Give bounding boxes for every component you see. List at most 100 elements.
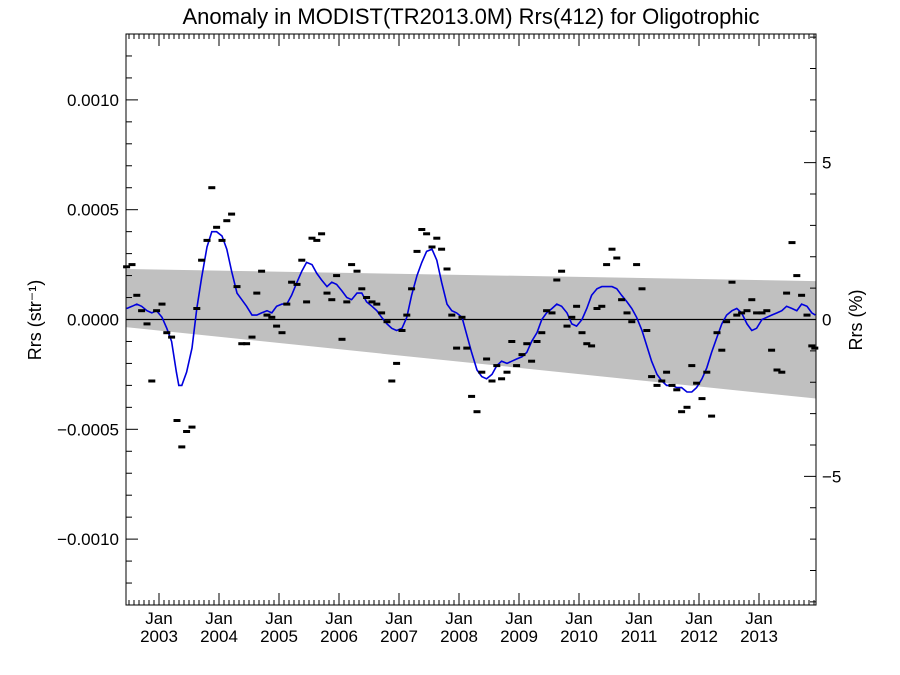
- x-tick-month-label: Jan: [205, 609, 232, 628]
- uncertainty-band: [126, 268, 816, 399]
- anomaly-point: [193, 307, 201, 310]
- anomaly-point: [168, 335, 176, 339]
- anomaly-point: [393, 361, 401, 365]
- anomaly-point: [738, 311, 746, 315]
- chart-title: Anomaly in MODIST(TR2013.0M) Rrs(412) fo…: [182, 4, 759, 29]
- anomaly-point: [643, 329, 651, 332]
- x-tick-year-label: 2004: [200, 627, 238, 646]
- anomaly-point: [463, 346, 471, 350]
- anomaly-point: [323, 291, 331, 295]
- y-tick-label: −0.0010: [57, 530, 119, 549]
- anomaly-point: [123, 265, 131, 269]
- x-tick-year-label: 2003: [140, 627, 178, 646]
- anomaly-point: [503, 370, 511, 374]
- anomaly-point: [598, 304, 606, 308]
- anomaly-point: [343, 300, 351, 304]
- anomaly-point: [728, 280, 736, 284]
- y-axis-label: Rrs (str⁻¹): [25, 280, 45, 360]
- anomaly-point: [763, 309, 771, 313]
- monthly-anomaly-layer: [123, 186, 819, 449]
- anomaly-point: [418, 228, 426, 231]
- y-tick-label: 0.0010: [67, 91, 119, 110]
- anomaly-point: [623, 311, 631, 315]
- anomaly-point: [603, 263, 611, 267]
- anomaly-point: [703, 370, 711, 374]
- anomaly-point: [768, 348, 776, 352]
- anomaly-point: [673, 388, 681, 392]
- uncertainty-band-layer: [126, 268, 816, 399]
- anomaly-point: [678, 410, 686, 414]
- anomaly-point: [178, 445, 186, 449]
- anomaly-point: [203, 238, 211, 242]
- anomaly-point: [713, 331, 721, 335]
- anomaly-point: [238, 342, 246, 346]
- x-tick-month-label: Jan: [445, 609, 472, 628]
- anomaly-point: [533, 340, 541, 343]
- x-tick-month-label: Jan: [385, 609, 412, 628]
- anomaly-point: [338, 337, 346, 341]
- anomaly-point: [273, 324, 281, 328]
- anomaly-point: [363, 296, 371, 299]
- anomaly-point: [793, 274, 801, 278]
- x-tick-year-label: 2007: [380, 627, 418, 646]
- anomaly-point: [633, 263, 641, 267]
- anomaly-point: [811, 346, 819, 350]
- anomaly-point: [448, 313, 456, 317]
- x-tick-year-label: 2009: [500, 627, 538, 646]
- anomaly-point: [668, 383, 676, 387]
- anomaly-point: [348, 263, 356, 267]
- anomaly-point: [183, 430, 191, 433]
- axis-ticks-layer: [126, 33, 816, 606]
- anomaly-point: [358, 287, 366, 291]
- y-tick-label: 0.0000: [67, 311, 119, 330]
- anomaly-point: [723, 320, 731, 324]
- x-tick-year-label: 2005: [260, 627, 298, 646]
- anomaly-point: [638, 287, 646, 291]
- anomaly-point: [198, 258, 206, 262]
- anomaly-point: [413, 249, 421, 253]
- anomaly-point: [283, 302, 291, 306]
- anomaly-point: [148, 379, 156, 383]
- x-tick-month-label: Jan: [685, 609, 712, 628]
- anomaly-point: [163, 331, 171, 335]
- anomaly-point: [378, 311, 386, 315]
- anomaly-point: [528, 359, 536, 363]
- anomaly-point: [253, 291, 261, 295]
- anomaly-point: [648, 375, 656, 379]
- anomaly-point: [483, 357, 491, 361]
- anomaly-point: [628, 320, 636, 324]
- anomaly-point: [383, 320, 391, 324]
- anomaly-point: [133, 293, 141, 297]
- anomaly-point: [293, 282, 301, 286]
- anomaly-point: [548, 311, 556, 315]
- anomaly-point: [328, 298, 336, 302]
- x-tick-year-label: 2010: [560, 627, 598, 646]
- anomaly-point: [368, 300, 376, 304]
- anomaly-point: [573, 304, 581, 308]
- x-tick-month-label: Jan: [505, 609, 532, 628]
- y-right-tick-label: −5: [822, 467, 841, 486]
- anomaly-point: [488, 379, 496, 383]
- anomaly-point: [553, 278, 561, 282]
- anomaly-point: [403, 313, 411, 317]
- anomaly-point: [558, 269, 566, 273]
- x-tick-month-label: Jan: [745, 609, 772, 628]
- y-right-tick-label: 5: [822, 154, 831, 173]
- anomaly-point: [188, 425, 196, 429]
- anomaly-point: [588, 344, 596, 348]
- anomaly-point: [593, 307, 601, 310]
- x-tick-year-label: 2011: [621, 627, 658, 646]
- anomaly-point: [538, 331, 546, 335]
- anomaly-point: [373, 302, 381, 306]
- anomaly-point: [808, 344, 816, 348]
- anomaly-point: [663, 370, 671, 374]
- anomaly-point: [788, 241, 796, 245]
- anomaly-point: [608, 247, 616, 251]
- anomaly-point: [518, 353, 526, 357]
- y-tick-label: 0.0005: [67, 201, 119, 220]
- anomaly-point: [743, 309, 751, 313]
- anomaly-point: [783, 291, 791, 295]
- anomaly-point: [498, 377, 506, 381]
- anomaly-point: [213, 225, 221, 229]
